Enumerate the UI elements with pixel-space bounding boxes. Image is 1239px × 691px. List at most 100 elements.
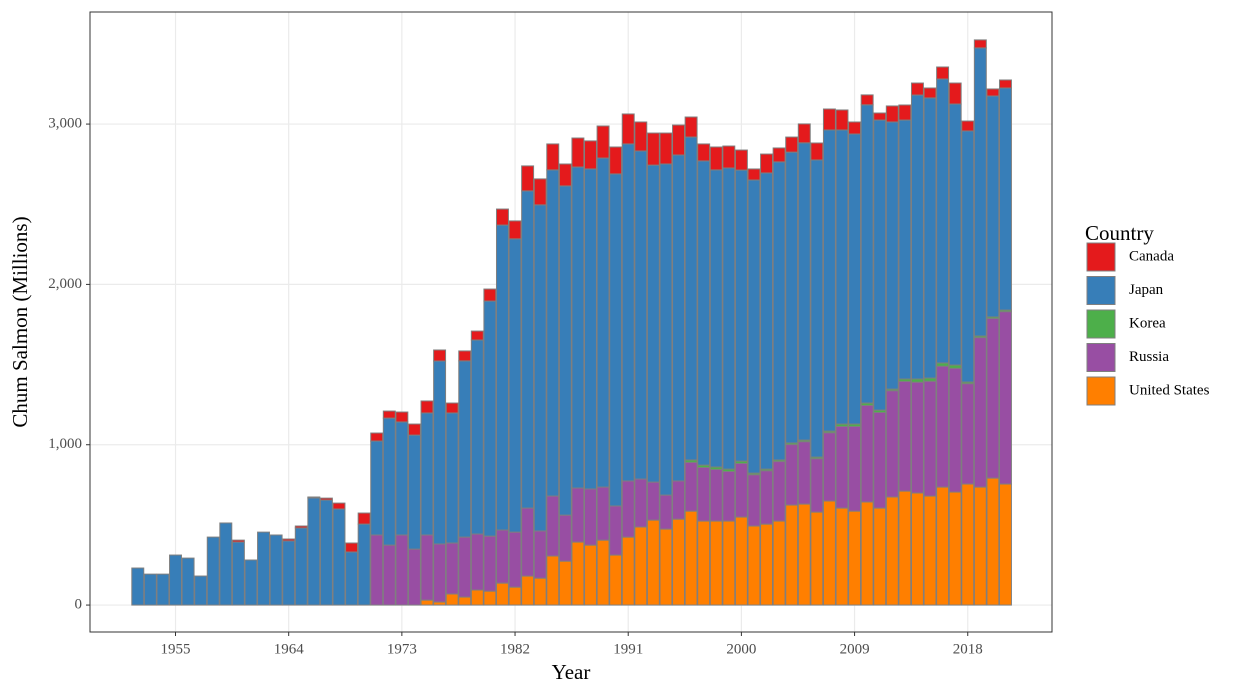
bar-segment (659, 163, 673, 496)
bar-segment (722, 167, 736, 470)
bar-segment (345, 542, 359, 553)
bar-segment (835, 425, 849, 509)
bar-segment (885, 390, 899, 498)
bar-segment (684, 136, 698, 461)
bar-segment (521, 575, 535, 606)
bar-segment (420, 599, 434, 606)
bar-segment (206, 536, 220, 606)
bar-segment (445, 412, 459, 544)
bar-segment (470, 339, 484, 535)
bar-segment (835, 507, 849, 606)
bar-segment (470, 330, 484, 341)
bar-segment (244, 559, 258, 606)
x-tick-label: 1964 (274, 641, 305, 657)
bar-segment (395, 411, 409, 423)
bar-segment (848, 510, 862, 606)
bar-segment (810, 142, 824, 161)
bar-segment (521, 507, 535, 577)
bar-segment (998, 79, 1012, 89)
bar-segment (231, 541, 245, 606)
bar-segment (445, 402, 459, 414)
bar-segment (370, 534, 384, 606)
bar-segment (483, 590, 497, 606)
bar-segment (294, 525, 308, 529)
bar-segment (395, 534, 409, 606)
bar-segment (923, 495, 937, 606)
x-tick-label: 2018 (953, 641, 983, 657)
legend-key (1086, 276, 1116, 305)
legend-key (1086, 309, 1116, 339)
bar-segment (910, 381, 924, 494)
legend-key (1086, 376, 1116, 406)
bar-segment (470, 589, 484, 606)
bar-segment (822, 129, 836, 432)
bar-segment (194, 575, 208, 606)
bar-segment (533, 577, 547, 606)
bar-segment (772, 461, 786, 522)
legend-label: Korea (1129, 315, 1166, 331)
bar-segment (307, 497, 321, 606)
bar-segment (910, 492, 924, 606)
bar-segment (382, 544, 396, 606)
bar-segment (558, 185, 572, 516)
bar-segment (546, 495, 560, 557)
bar-segment (885, 121, 899, 390)
bar-segment (609, 146, 623, 175)
bar-segment (596, 157, 610, 488)
bar-segment (810, 159, 824, 458)
bar-segment (898, 119, 912, 380)
panel-border (89, 11, 1053, 633)
bar-segment (508, 220, 522, 240)
bar-segment (860, 104, 874, 404)
bar-segment (584, 168, 597, 490)
bar-segment (747, 474, 761, 527)
bar-segment (571, 137, 585, 168)
bar-segment (445, 542, 459, 595)
bar-segment (772, 161, 786, 461)
bar-segment (672, 480, 685, 520)
bar-segment (571, 541, 585, 606)
bar-segment (760, 523, 774, 606)
bar-segment (470, 533, 484, 591)
bar-segment (370, 440, 384, 536)
bar-segment (131, 567, 145, 606)
bar-segment (936, 78, 950, 364)
bar-segment (231, 539, 245, 543)
bar-segment (672, 154, 685, 482)
bar-segment (646, 164, 660, 483)
bar-segment (709, 146, 723, 171)
bar-segment (672, 518, 685, 606)
bar-segment (634, 121, 648, 152)
bar-segment (357, 512, 371, 525)
bar-segment (407, 434, 421, 550)
bar-segment (961, 383, 975, 485)
bar-segment (458, 596, 472, 606)
bar-segment (860, 501, 874, 606)
bar-segment (156, 573, 170, 606)
bar-segment (709, 468, 723, 522)
bar-segment (822, 432, 836, 502)
x-tick-label: 1982 (500, 641, 530, 657)
bar-segment (621, 536, 635, 606)
bar-segment (558, 514, 572, 562)
bar-segment (747, 525, 761, 606)
bar-segment (785, 151, 799, 444)
bar-segment (294, 527, 308, 606)
bar-segment (508, 238, 522, 533)
bar-segment (558, 163, 572, 187)
bar-segment (885, 105, 899, 123)
bar-segment (433, 349, 447, 362)
bar-segment (973, 486, 987, 606)
bar-segment (797, 503, 811, 606)
bar-segment (634, 526, 648, 606)
bar-segment (609, 173, 623, 507)
bar-segment (659, 494, 673, 530)
bar-segment (684, 510, 698, 606)
legend-label: Japan (1129, 282, 1164, 298)
bar-segment (709, 520, 723, 606)
bar-segment (898, 380, 912, 492)
bar-segment (998, 483, 1012, 606)
bar-segment (734, 516, 748, 606)
bar-segment (923, 87, 937, 99)
